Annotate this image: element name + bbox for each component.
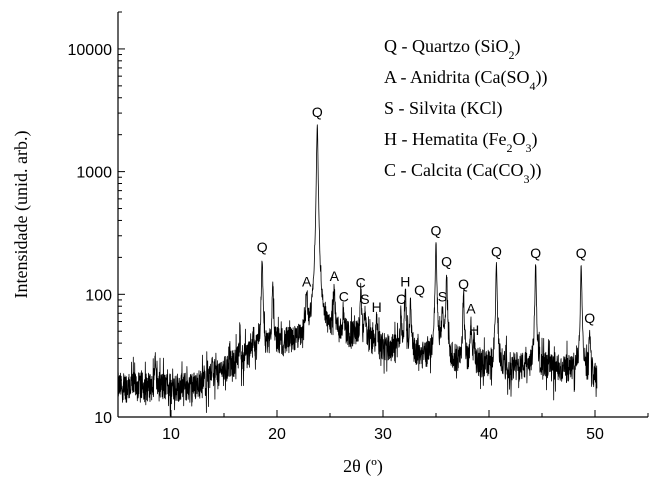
peak-label-Q: Q xyxy=(530,245,541,261)
y-tick-label: 10 xyxy=(94,410,112,427)
x-axis-title: 2θ (º) xyxy=(343,456,383,477)
peak-label-H: H xyxy=(469,322,479,338)
legend-entry-S: S - Silvita (KCl) xyxy=(384,98,503,119)
peak-label-H: H xyxy=(400,273,410,289)
y-tick-label: 1000 xyxy=(76,165,112,182)
xrd-trace xyxy=(117,124,598,417)
peak-label-Q: Q xyxy=(414,282,425,298)
peak-label-C: C xyxy=(356,274,366,290)
legend-entry-Q: Q - Quartzo (SiO2) xyxy=(384,36,520,62)
peak-label-Q: Q xyxy=(312,104,323,120)
peak-label-A: A xyxy=(302,273,312,289)
legend: Q - Quartzo (SiO2) A - Anidrita (Ca(SO4))… xyxy=(384,36,548,186)
peak-label-Q: Q xyxy=(431,222,442,238)
legend-entry-C: C - Calcita (Ca(CO3)) xyxy=(384,160,541,186)
axes: 10 20 30 40 50 10 100 1000 10000 xyxy=(68,11,649,443)
y-tick-label: 10000 xyxy=(68,42,113,59)
peak-label-Q: Q xyxy=(576,245,587,261)
peak-label-S: S xyxy=(360,291,369,307)
peak-label-H: H xyxy=(372,299,382,315)
peak-label-Q: Q xyxy=(441,254,452,270)
y-axis-title: Intensidade (unid. arb.) xyxy=(11,131,32,299)
peak-label-A: A xyxy=(330,268,340,284)
peak-label-Q: Q xyxy=(491,243,502,259)
peak-label-A: A xyxy=(466,301,476,317)
peak-label-Q: Q xyxy=(257,239,268,255)
y-tick-label: 100 xyxy=(85,287,112,304)
x-tick-label: 20 xyxy=(268,426,286,443)
x-tick-label: 40 xyxy=(480,426,498,443)
x-tick-label: 10 xyxy=(162,426,180,443)
peak-label-S: S xyxy=(438,289,447,305)
peak-label-Q: Q xyxy=(584,310,595,326)
peak-label-C: C xyxy=(396,291,406,307)
peak-label-C: C xyxy=(339,289,349,305)
legend-entry-H: H - Hematita (Fe2O3) xyxy=(384,129,537,155)
legend-entry-A: A - Anidrita (Ca(SO4)) xyxy=(384,67,548,93)
x-tick-label: 30 xyxy=(374,426,392,443)
x-tick-label: 50 xyxy=(586,426,604,443)
peak-label-Q: Q xyxy=(458,276,469,292)
